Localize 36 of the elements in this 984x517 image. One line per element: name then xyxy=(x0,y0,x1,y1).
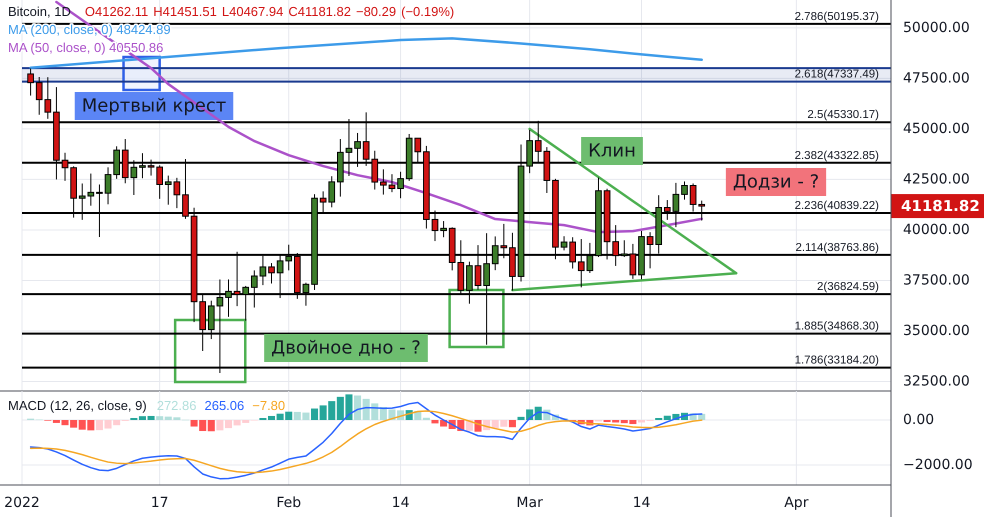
x-tick-label: 17 xyxy=(150,495,169,511)
y-tick-label: 32500.00 xyxy=(903,374,970,390)
y-tick-label: 35000.00 xyxy=(903,322,970,339)
annotation: Клин xyxy=(588,140,636,162)
ref-line-label: 2.786(50195.37) xyxy=(794,10,880,23)
y-tick-label: 47500.00 xyxy=(903,70,970,86)
x-tick-label: 2022 xyxy=(4,495,40,511)
ref-line-label: 2.114(38763.86) xyxy=(795,242,880,254)
text: 41181.82 xyxy=(901,197,980,216)
annotation: Двойное дно - ? xyxy=(271,338,421,358)
y-tick-label: 0.00 xyxy=(903,412,934,428)
series-label: MA (200, close, 0) 48424.89 xyxy=(8,22,171,37)
x-tick-label: 14 xyxy=(632,495,650,511)
ref-line-label: 2.5(45330.17) xyxy=(807,109,880,122)
x-tick-label: Feb xyxy=(276,495,302,511)
x-tick-label: Apr xyxy=(784,495,809,511)
ref-line-label: 2.382(43322.85) xyxy=(794,150,880,162)
chart-subtitle: O41262.11 H41451.51 L40467.94 C41181.82 −80.29 (−0.19%) xyxy=(84,4,454,19)
y-tick-label: 50000.00 xyxy=(903,20,970,36)
ref-line-label: 1.786(33184.20) xyxy=(794,354,880,367)
ref-line-label: 2(36824.59) xyxy=(816,281,880,294)
text: 272.86 265.06 −7.80 xyxy=(156,398,286,413)
y-tick-label: 40000.00 xyxy=(903,222,970,238)
x-tick-label: 14 xyxy=(392,495,410,511)
y-tick-label: 37500.00 xyxy=(903,272,970,288)
annotation: Мертвый крест xyxy=(82,96,226,116)
ref-line-label: 1.885(34868.30) xyxy=(794,320,880,333)
x-tick-label: Mar xyxy=(516,495,544,511)
y-tick-label: −2000.00 xyxy=(903,456,973,473)
y-tick-label: 42500.00 xyxy=(903,171,970,188)
y-tick-label: 45000.00 xyxy=(903,120,970,137)
chart-title: Bitcoin, 1D xyxy=(8,4,71,19)
text: MACD (12, 26, close, 9) xyxy=(8,398,147,413)
annotation: Додзи - ? xyxy=(732,172,820,192)
ref-line-label: 2.236(40839.22) xyxy=(794,200,880,212)
ref-line-label: 2.618(47337.49) xyxy=(794,68,880,81)
